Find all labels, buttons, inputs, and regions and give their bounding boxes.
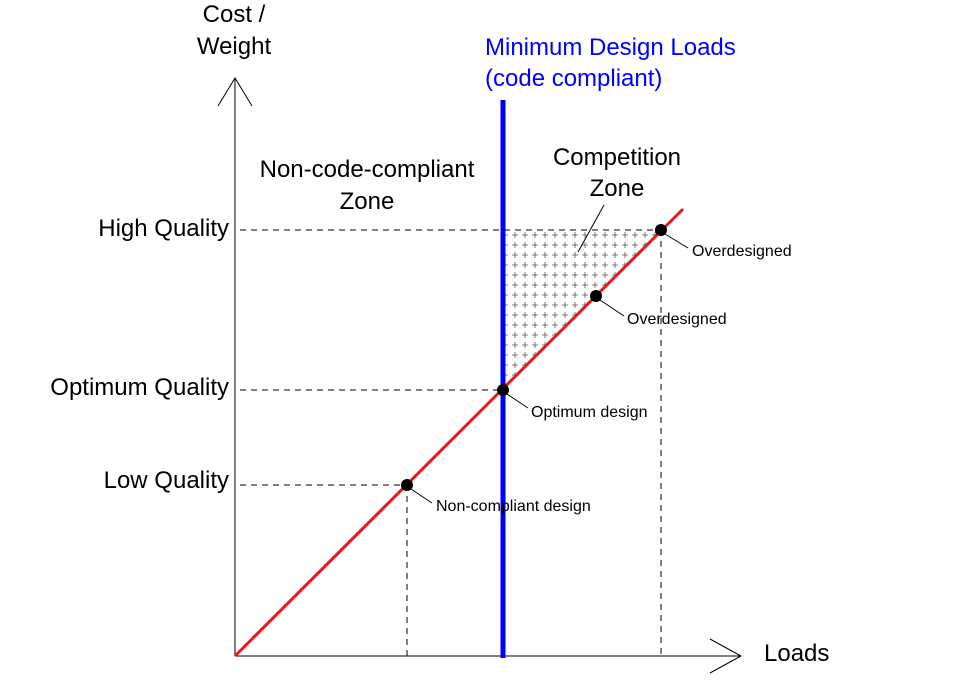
overdesigned-high-label: Overdesigned — [692, 243, 792, 260]
low-quality-label: Low Quality — [104, 467, 229, 494]
overdesigned-mid-leader — [599, 299, 625, 317]
point-optimum — [497, 384, 509, 396]
point-non-compliant — [401, 479, 413, 491]
point-overdesigned-mid — [590, 290, 602, 302]
x-axis-arrow — [709, 638, 743, 674]
design-points — [401, 224, 667, 491]
overdesigned-high-leader — [664, 233, 689, 249]
y-axis-arrow — [217, 77, 253, 107]
design-line — [233, 207, 685, 658]
y-axis-label-line2: Weight — [197, 33, 272, 60]
optimum-leader — [506, 393, 529, 409]
optimum-design-label: Optimum design — [531, 404, 648, 421]
optimum-quality-label: Optimum Quality — [50, 374, 229, 401]
min-design-loads-title-line1: Minimum Design Loads — [485, 34, 736, 61]
competition-zone-label-line1: Competition — [553, 144, 681, 171]
competition-zone-leader — [577, 204, 605, 253]
guide-lines — [240, 229, 662, 656]
high-quality-label: High Quality — [98, 215, 229, 242]
point-overdesigned-high — [655, 224, 667, 236]
min-design-loads-title-line2: (code compliant) — [485, 65, 662, 92]
x-axis-label: Loads — [764, 640, 829, 667]
leader-lines — [410, 204, 689, 504]
non-compliant-design-label: Non-compliant design — [436, 498, 591, 515]
y-axis-label-line1: Cost / — [203, 1, 266, 28]
overdesigned-mid-label: Overdesigned — [627, 311, 727, 328]
competition-zone-label-line2: Zone — [590, 175, 645, 202]
non-compliant-zone-label-line1: Non-code-compliant — [260, 156, 475, 183]
axes — [217, 77, 743, 674]
non-compliant-zone-label-line2: Zone — [340, 188, 395, 215]
non-compliant-leader — [410, 488, 433, 504]
